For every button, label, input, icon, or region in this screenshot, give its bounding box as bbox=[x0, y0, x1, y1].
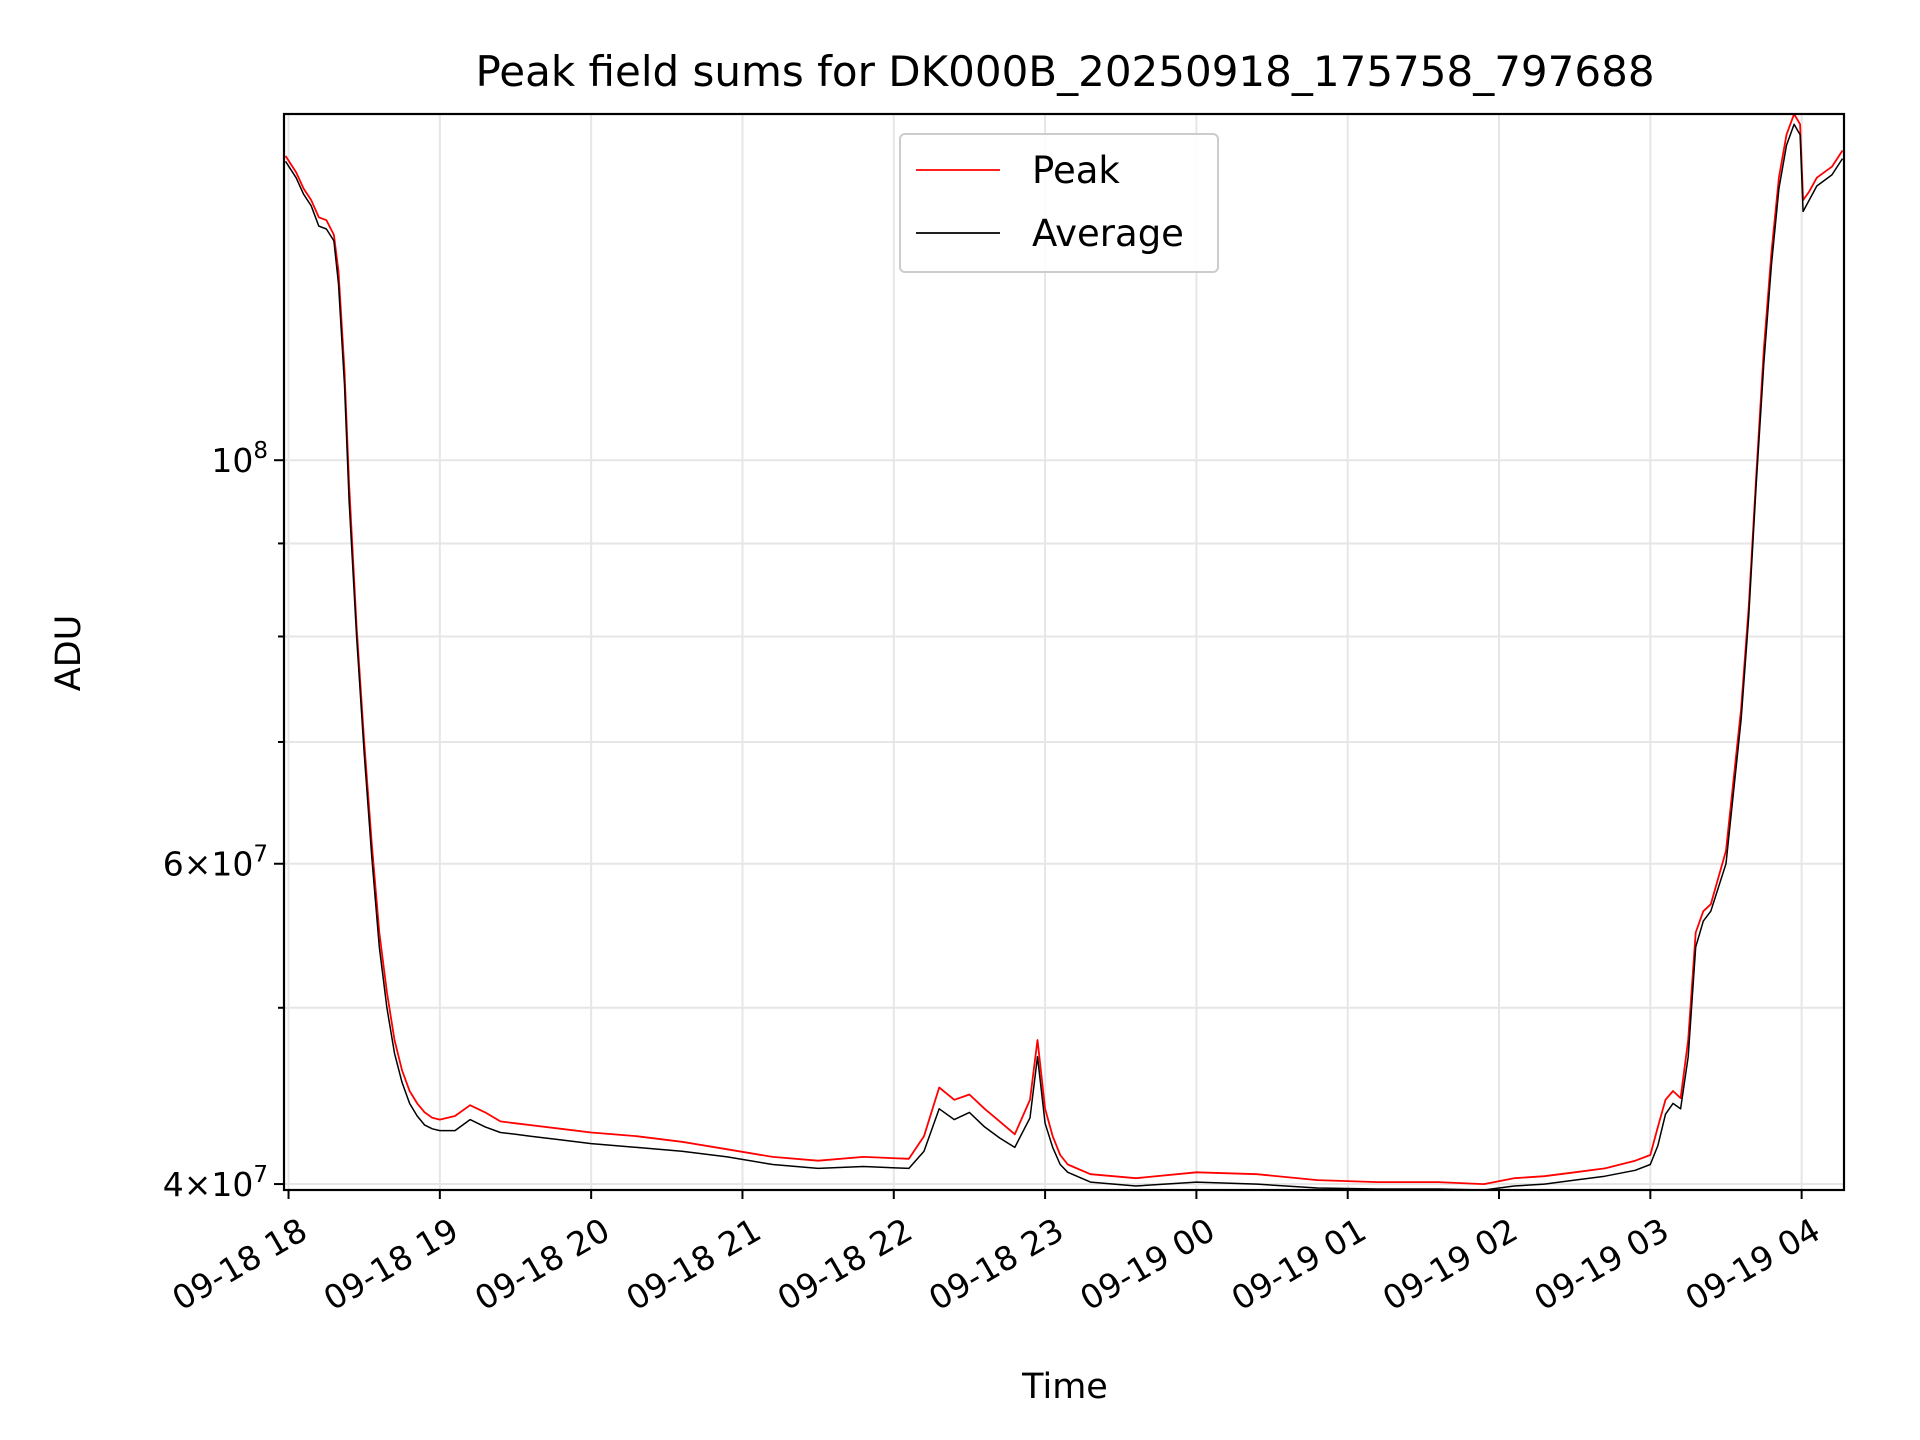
x-axis-label: Time bbox=[1021, 1367, 1108, 1407]
legend: Peak Average bbox=[899, 133, 1219, 273]
y-tick-label-base: 10 bbox=[211, 441, 253, 480]
y-tick-label: 4×107 bbox=[163, 1162, 268, 1204]
legend-box bbox=[899, 133, 1219, 273]
y-axis-label: ADU bbox=[49, 615, 89, 692]
legend-label-average: Average bbox=[1032, 212, 1184, 255]
plot-area bbox=[284, 114, 1844, 1190]
series-line-average bbox=[284, 123, 1844, 1191]
y-tick-label-exponent: 8 bbox=[253, 438, 268, 464]
y-tick-label: 108 bbox=[211, 438, 268, 480]
y-tick-label-exponent: 7 bbox=[253, 842, 268, 868]
y-tick-label-exponent: 7 bbox=[253, 1162, 268, 1188]
plot-frame bbox=[282, 112, 1846, 1192]
y-tick-label-base: 4×10 bbox=[163, 1165, 254, 1204]
series-layer bbox=[284, 113, 1844, 1191]
series-line-peak bbox=[284, 113, 1844, 1185]
legend-label-peak: Peak bbox=[1032, 149, 1120, 192]
y-tick-label: 6×107 bbox=[163, 842, 268, 884]
chart-title: Peak field sums for DK000B_20250918_1757… bbox=[475, 47, 1654, 96]
y-tick-label-base: 6×10 bbox=[163, 845, 254, 884]
grid bbox=[284, 114, 1844, 1190]
